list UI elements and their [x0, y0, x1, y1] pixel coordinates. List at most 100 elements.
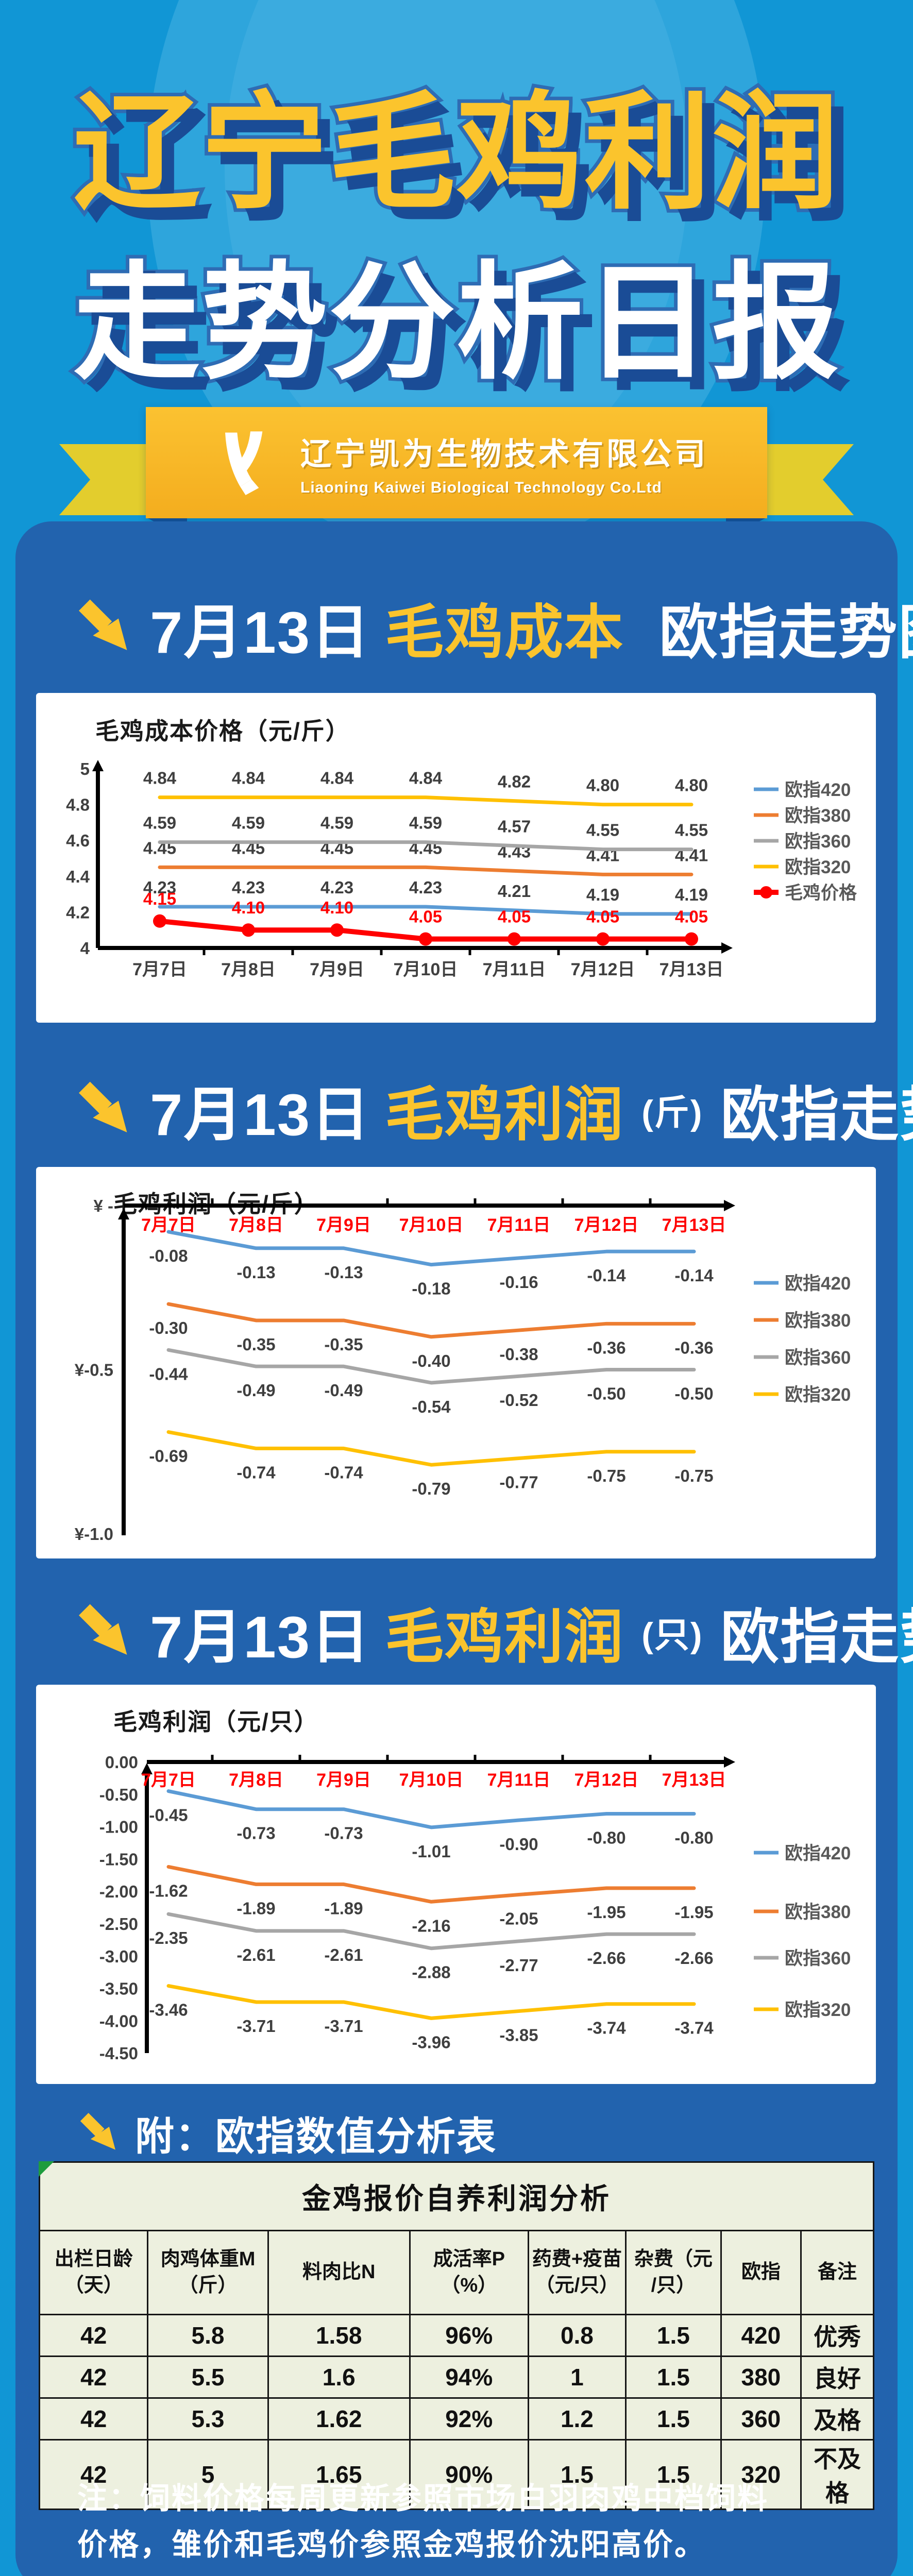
- svg-text:-0.36: -0.36: [674, 1338, 713, 1357]
- svg-text:欧指360: 欧指360: [785, 832, 851, 852]
- svg-text:4: 4: [80, 939, 90, 958]
- table-cell: 1.5: [625, 2397, 722, 2441]
- svg-text:-0.69: -0.69: [149, 1447, 188, 1466]
- svg-text:欧指420: 欧指420: [785, 1274, 851, 1294]
- svg-text:7月11日: 7月11日: [487, 1215, 551, 1235]
- svg-text:4.84: 4.84: [409, 769, 443, 788]
- svg-text:-0.30: -0.30: [149, 1318, 188, 1337]
- svg-text:4.59: 4.59: [143, 814, 176, 833]
- table-row: 42 5.3 1.62 92% 1.2 1.5 360 及格: [38, 2397, 874, 2441]
- svg-text:-0.50: -0.50: [587, 1384, 625, 1403]
- svg-text:-1.89: -1.89: [324, 1899, 363, 1918]
- svg-text:-3.96: -3.96: [412, 2032, 450, 2052]
- svg-text:-2.00: -2.00: [99, 1882, 138, 1901]
- table-title: 金鸡报价自养利润分析: [39, 2161, 874, 2231]
- svg-text:-1.95: -1.95: [587, 1903, 625, 1922]
- svg-text:-0.74: -0.74: [324, 1463, 363, 1482]
- svg-text:7月13日: 7月13日: [662, 1215, 726, 1235]
- svg-text:毛鸡成本价格（元/斤）: 毛鸡成本价格（元/斤）: [95, 718, 350, 744]
- company-name-block: 辽宁凯为生物技术有限公司 Liaoning Kaiwei Biological …: [300, 429, 708, 497]
- svg-text:4.55: 4.55: [675, 821, 708, 840]
- svg-text:-0.50: -0.50: [99, 1785, 138, 1804]
- table-section-title: 附：欧指数值分析表: [135, 2115, 497, 2159]
- svg-text:毛鸡价格: 毛鸡价格: [785, 883, 857, 903]
- table-cell: 5.8: [147, 2314, 269, 2357]
- table-header-cell: 出栏日龄 （天）: [38, 2230, 149, 2315]
- svg-text:-2.61: -2.61: [324, 1945, 363, 1964]
- svg-text:0.00: 0.00: [105, 1753, 138, 1772]
- svg-text:7月12日: 7月12日: [574, 1215, 639, 1235]
- svg-text:4.82: 4.82: [498, 772, 531, 791]
- svg-text:欧指420: 欧指420: [785, 1843, 851, 1863]
- svg-text:4.2: 4.2: [66, 903, 90, 922]
- svg-text:-0.79: -0.79: [412, 1479, 450, 1498]
- table-cell: 1.2: [527, 2397, 627, 2441]
- svg-text:-0.49: -0.49: [324, 1381, 363, 1400]
- svg-text:-0.74: -0.74: [236, 1463, 276, 1482]
- svg-text:-0.44: -0.44: [149, 1364, 188, 1383]
- svg-text:-1.89: -1.89: [236, 1899, 275, 1918]
- company-logo-icon: [225, 431, 263, 495]
- table-cell: 420: [720, 2314, 802, 2357]
- company-name-cn: 辽宁凯为生物技术有限公司: [300, 436, 708, 471]
- svg-text:-0.75: -0.75: [674, 1466, 713, 1485]
- svg-text:-3.74: -3.74: [587, 2019, 626, 2038]
- svg-text:7月13日: 7月13日: [662, 1770, 726, 1790]
- svg-text:-2.61: -2.61: [236, 1945, 275, 1964]
- section-title-cost-chart: 7月13日毛鸡成本欧指走势图: [75, 588, 913, 666]
- svg-text:7月8日: 7月8日: [229, 1770, 283, 1790]
- svg-text:-3.00: -3.00: [99, 1947, 138, 1966]
- table-cell: 380: [720, 2355, 802, 2399]
- svg-text:-2.50: -2.50: [99, 1914, 138, 1934]
- svg-text:4.23: 4.23: [232, 878, 265, 897]
- svg-text:-0.45: -0.45: [149, 1806, 188, 1825]
- svg-text:-2.35: -2.35: [149, 1928, 188, 1947]
- table-cell: 42: [38, 2355, 149, 2399]
- table-cell: 42: [38, 2314, 149, 2357]
- section-title-analysis-table: 附：欧指数值分析表: [77, 2107, 497, 2159]
- svg-text:4.59: 4.59: [320, 814, 353, 833]
- main-title-line2: 走势分析日报: [70, 249, 842, 398]
- svg-text:7月9日: 7月9日: [316, 1215, 371, 1235]
- table-header-cell: 欧指: [720, 2230, 802, 2315]
- table-cell: 1.58: [267, 2314, 411, 2357]
- svg-text:-0.80: -0.80: [674, 1828, 713, 1847]
- svg-text:-1.01: -1.01: [412, 1842, 450, 1861]
- table-header-cell: 杂费（元 /只）: [625, 2230, 722, 2315]
- svg-text:4.23: 4.23: [320, 878, 353, 897]
- svg-text:-0.75: -0.75: [587, 1466, 625, 1485]
- svg-text:4.57: 4.57: [498, 817, 531, 836]
- svg-text:欧指320: 欧指320: [785, 857, 851, 877]
- profit-per-bird-chart-card: 毛鸡利润（元/只） 7月7日 7月8日 7月9日 7月10日 7月11日 7月12日 7月13…: [36, 1685, 876, 2084]
- profit-per-jin-chart-card: 毛鸡利润（元/斤）7月7日7月8日7月9日7月10日7月11日7月12日7月13…: [36, 1167, 876, 1558]
- svg-text:4.19: 4.19: [675, 885, 708, 904]
- table-header-cell: 药费+疫苗 （元/只）: [527, 2230, 627, 2315]
- svg-text:欧指420: 欧指420: [785, 780, 851, 800]
- svg-text:7月8日: 7月8日: [229, 1215, 283, 1235]
- svg-text:毛鸡利润（元/只）: 毛鸡利润（元/只）: [113, 1708, 319, 1735]
- section2-date: 7月13日: [150, 1082, 371, 1148]
- svg-text:-4.00: -4.00: [99, 2011, 138, 2030]
- svg-text:4.84: 4.84: [232, 769, 265, 788]
- svg-text:-4.50: -4.50: [99, 2044, 138, 2063]
- table-header-cell: 备注: [800, 2230, 874, 2315]
- svg-text:4.84: 4.84: [320, 769, 354, 788]
- svg-text:5: 5: [80, 759, 90, 778]
- svg-text:-0.35: -0.35: [236, 1335, 275, 1354]
- svg-text:-0.50: -0.50: [674, 1384, 713, 1403]
- company-banner: 辽宁凯为生物技术有限公司 Liaoning Kaiwei Biological …: [146, 407, 767, 518]
- section1-date: 7月13日: [150, 600, 371, 666]
- svg-text:欧指360: 欧指360: [785, 1348, 851, 1368]
- svg-text:4.05: 4.05: [675, 907, 708, 926]
- table-cell: 1.5: [625, 2355, 722, 2399]
- table-header-cell: 成活率P （%）: [409, 2230, 529, 2315]
- table-cell: 96%: [409, 2314, 529, 2357]
- profit-per-bird-chart: 毛鸡利润（元/只） 7月7日 7月8日 7月9日 7月10日 7月11日 7月12日 7月13…: [99, 1708, 851, 2063]
- svg-text:-2.16: -2.16: [412, 1916, 450, 1935]
- section3-unit: (只): [641, 1615, 703, 1655]
- table-row: 42 5.8 1.58 96% 0.8 1.5 420 优秀: [38, 2314, 874, 2357]
- svg-text:-0.49: -0.49: [236, 1381, 275, 1400]
- svg-text:7月10日: 7月10日: [394, 960, 458, 979]
